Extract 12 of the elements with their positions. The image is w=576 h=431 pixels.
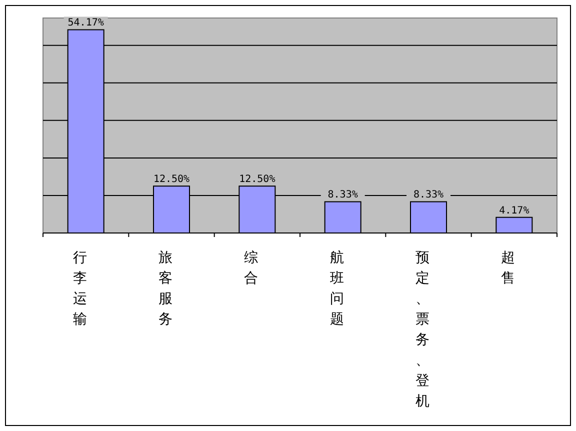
- x-tick-label: 超售: [501, 250, 516, 286]
- x-tick-label: 预定、票务、登机: [416, 250, 430, 410]
- x-tick-label: 综合: [244, 250, 258, 286]
- data-label: 12.50%: [153, 174, 190, 186]
- data-label: 12.50%: [239, 174, 276, 186]
- data-label: 4.17%: [499, 205, 530, 216]
- data-label: 8.33%: [413, 190, 444, 201]
- x-tick-label: 旅客服务: [158, 250, 172, 328]
- data-label: 8.33%: [328, 190, 358, 201]
- x-tick-label: 航班问题: [330, 250, 344, 328]
- data-label: 54.17%: [68, 18, 104, 29]
- x-tick-label: 行李运输: [72, 250, 87, 328]
